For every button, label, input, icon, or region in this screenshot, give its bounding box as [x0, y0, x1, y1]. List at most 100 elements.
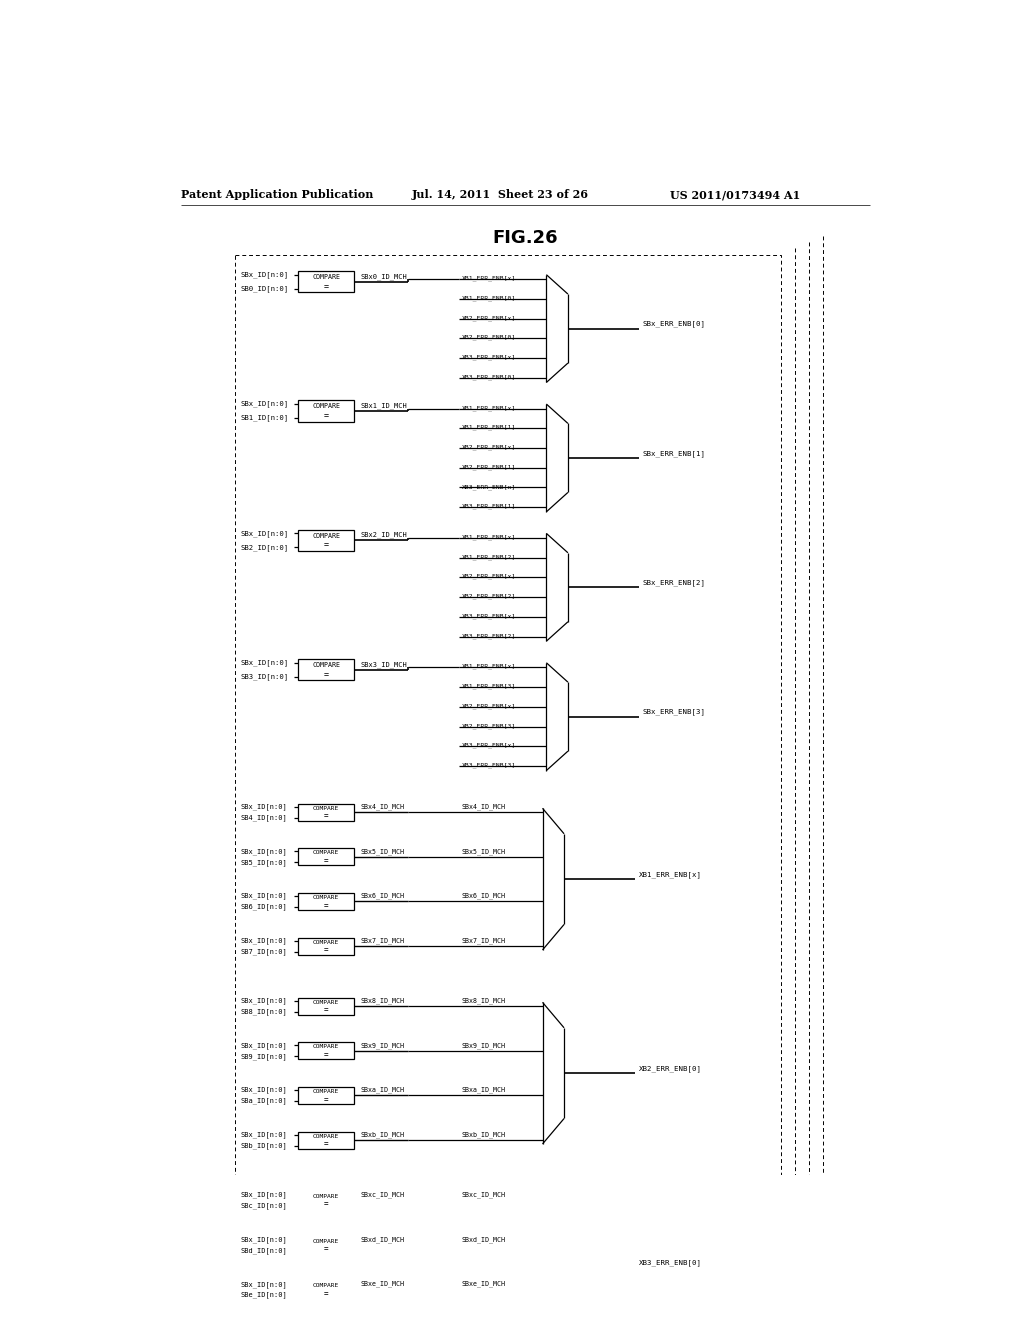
Text: SBx8_ID_MCH: SBx8_ID_MCH	[360, 998, 404, 1005]
Text: COMPARE: COMPARE	[312, 404, 340, 409]
Text: COMPARE: COMPARE	[313, 1089, 339, 1094]
Text: SBx_ID[n:0]: SBx_ID[n:0]	[241, 401, 289, 408]
Text: =: =	[324, 1051, 329, 1059]
Text: XB1_ERR_ENB[3]: XB1_ERR_ENB[3]	[462, 684, 516, 689]
Text: XB1_ERR_ENB[x]: XB1_ERR_ENB[x]	[462, 535, 516, 540]
Text: XB1_ERR_ENB[0]: XB1_ERR_ENB[0]	[462, 296, 516, 301]
Text: SBxa_ID_MCH: SBxa_ID_MCH	[360, 1086, 404, 1093]
Text: =: =	[324, 281, 329, 290]
Text: SBx_ERR_ENB[0]: SBx_ERR_ENB[0]	[643, 321, 706, 327]
Text: SBb_ID[n:0]: SBb_ID[n:0]	[241, 1142, 288, 1148]
Text: SBx_ID[n:0]: SBx_ID[n:0]	[241, 1086, 288, 1093]
Text: SBx4_ID_MCH: SBx4_ID_MCH	[462, 804, 506, 810]
Bar	[298, 271, 354, 293]
Text: SB7_ID[n:0]: SB7_ID[n:0]	[241, 948, 288, 954]
Text: SBxc_ID_MCH: SBxc_ID_MCH	[462, 1192, 506, 1199]
Text: XB3_ERR_ENB[x]: XB3_ERR_ENB[x]	[462, 743, 516, 748]
Text: =: =	[324, 1200, 329, 1209]
Text: =: =	[324, 1006, 329, 1015]
Text: SB3_ID[n:0]: SB3_ID[n:0]	[241, 673, 289, 680]
Text: SB8_ID[n:0]: SB8_ID[n:0]	[241, 1008, 288, 1015]
Text: =: =	[324, 945, 329, 954]
Bar	[298, 1131, 354, 1148]
Text: FIG.26: FIG.26	[492, 228, 558, 247]
Bar	[298, 849, 354, 866]
Bar	[298, 937, 354, 954]
Text: SBx_ID[n:0]: SBx_ID[n:0]	[241, 1280, 288, 1287]
Text: Jul. 14, 2011  Sheet 23 of 26: Jul. 14, 2011 Sheet 23 of 26	[412, 189, 589, 201]
Text: SBx_ID[n:0]: SBx_ID[n:0]	[241, 937, 288, 944]
Bar	[298, 804, 354, 821]
Text: SBx_ID[n:0]: SBx_ID[n:0]	[241, 1131, 288, 1138]
Text: SB4_ID[n:0]: SB4_ID[n:0]	[241, 814, 288, 821]
Text: COMPARE: COMPARE	[312, 275, 340, 280]
Text: XB2_ERR_ENB[3]: XB2_ERR_ENB[3]	[462, 723, 516, 729]
Text: SBc_ID[n:0]: SBc_ID[n:0]	[241, 1203, 288, 1209]
Text: SBx_ID[n:0]: SBx_ID[n:0]	[241, 1192, 288, 1199]
Text: XB3_ERR_ENB[x]: XB3_ERR_ENB[x]	[462, 355, 516, 360]
Text: XB2_ERR_ENB[x]: XB2_ERR_ENB[x]	[462, 445, 516, 450]
Text: COMPARE: COMPARE	[313, 1044, 339, 1049]
Bar	[298, 892, 354, 909]
Text: =: =	[324, 1245, 329, 1253]
Bar	[298, 400, 354, 422]
Text: SBx_ID[n:0]: SBx_ID[n:0]	[241, 660, 289, 667]
Text: COMPARE: COMPARE	[312, 663, 340, 668]
Text: SBxb_ID_MCH: SBxb_ID_MCH	[462, 1131, 506, 1138]
Text: =: =	[324, 812, 329, 821]
Text: =: =	[324, 857, 329, 865]
Text: XB2_ERR_ENB[x]: XB2_ERR_ENB[x]	[462, 574, 516, 579]
Text: SB9_ID[n:0]: SB9_ID[n:0]	[241, 1053, 288, 1060]
Bar	[298, 659, 354, 681]
Text: COMPARE: COMPARE	[313, 1193, 339, 1199]
Text: SBx_ERR_ENB[1]: SBx_ERR_ENB[1]	[643, 450, 706, 457]
Bar	[298, 1192, 354, 1209]
Text: Patent Application Publication: Patent Application Publication	[180, 189, 373, 201]
Text: COMPARE: COMPARE	[313, 805, 339, 810]
Text: SBx_ERR_ENB[2]: SBx_ERR_ENB[2]	[643, 579, 706, 586]
Text: XB2_ERR_ENB[0]: XB2_ERR_ENB[0]	[462, 335, 516, 341]
Text: SBx_ID[n:0]: SBx_ID[n:0]	[241, 892, 288, 899]
Text: XB3_ERR_ENB[3]: XB3_ERR_ENB[3]	[462, 763, 516, 768]
Text: SBx_ERR_ENB[3]: SBx_ERR_ENB[3]	[643, 709, 706, 715]
Text: XB1_ERR_ENB[x]: XB1_ERR_ENB[x]	[462, 664, 516, 669]
Text: SBx1_ID_MCH: SBx1_ID_MCH	[360, 403, 408, 409]
Text: =: =	[324, 1288, 329, 1298]
Bar	[298, 998, 354, 1015]
Bar	[234, 255, 781, 1320]
Text: SBd_ID[n:0]: SBd_ID[n:0]	[241, 1247, 288, 1254]
Text: SBe_ID[n:0]: SBe_ID[n:0]	[241, 1291, 288, 1299]
Text: XB1_ERR_ENB[x]: XB1_ERR_ENB[x]	[462, 405, 516, 411]
Text: SBx6_ID_MCH: SBx6_ID_MCH	[360, 892, 404, 899]
Text: SB6_ID[n:0]: SB6_ID[n:0]	[241, 903, 288, 911]
Text: SB1_ID[n:0]: SB1_ID[n:0]	[241, 414, 289, 421]
Text: XB1_ERR_ENB[2]: XB1_ERR_ENB[2]	[462, 554, 516, 560]
Text: COMPARE: COMPARE	[313, 1134, 339, 1139]
Text: XB3_ERR_ENB[x]: XB3_ERR_ENB[x]	[462, 484, 516, 490]
Text: XB2_ERR_ENB[2]: XB2_ERR_ENB[2]	[462, 594, 516, 599]
Text: SBx_ID[n:0]: SBx_ID[n:0]	[241, 998, 288, 1005]
Text: XB3_ERR_ENB[2]: XB3_ERR_ENB[2]	[462, 634, 516, 639]
Text: SBx9_ID_MCH: SBx9_ID_MCH	[462, 1041, 506, 1049]
Text: =: =	[324, 411, 329, 420]
Text: COMPARE: COMPARE	[312, 533, 340, 539]
Text: XB2_ERR_ENB[x]: XB2_ERR_ENB[x]	[462, 704, 516, 709]
Text: COMPARE: COMPARE	[313, 895, 339, 900]
Text: SBx_ID[n:0]: SBx_ID[n:0]	[241, 1236, 288, 1243]
Text: SBx7_ID_MCH: SBx7_ID_MCH	[462, 937, 506, 944]
Text: SBxb_ID_MCH: SBxb_ID_MCH	[360, 1131, 404, 1138]
Text: US 2011/0173494 A1: US 2011/0173494 A1	[670, 189, 800, 201]
Text: XB1_ERR_ENB[1]: XB1_ERR_ENB[1]	[462, 425, 516, 430]
Text: SBxa_ID_MCH: SBxa_ID_MCH	[462, 1086, 506, 1093]
Text: =: =	[324, 1094, 329, 1104]
Text: SBxc_ID_MCH: SBxc_ID_MCH	[360, 1192, 404, 1199]
Bar	[298, 1280, 354, 1298]
Text: XB3_ERR_ENB[0]: XB3_ERR_ENB[0]	[639, 1259, 701, 1266]
Text: =: =	[324, 540, 329, 549]
Text: XB1_ERR_ENB[x]: XB1_ERR_ENB[x]	[462, 276, 516, 281]
Bar	[298, 1043, 354, 1059]
Text: SBa_ID[n:0]: SBa_ID[n:0]	[241, 1097, 288, 1105]
Text: SBx_ID[n:0]: SBx_ID[n:0]	[241, 847, 288, 855]
Text: SBxe_ID_MCH: SBxe_ID_MCH	[462, 1280, 506, 1287]
Text: XB3_ERR_ENB[0]: XB3_ERR_ENB[0]	[462, 375, 516, 380]
